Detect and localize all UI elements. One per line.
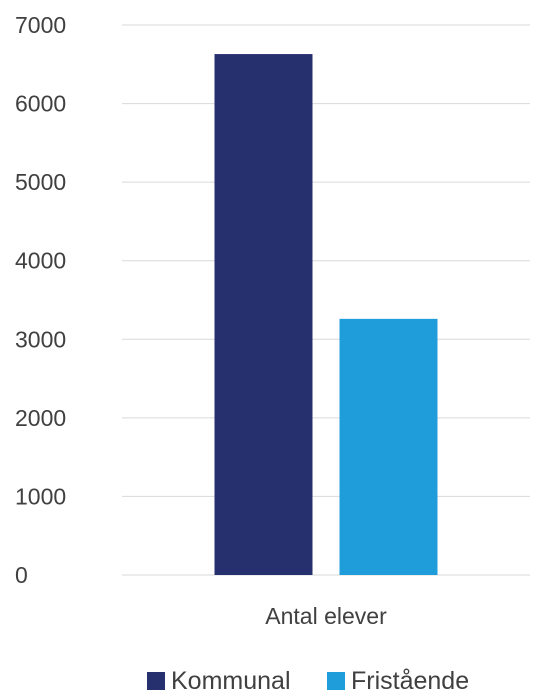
bar-frist-ende (339, 318, 438, 575)
y-tick-label: 5000 (15, 169, 66, 195)
y-tick-label: 7000 (15, 12, 66, 38)
legend-item-frist-ende: Fristående (327, 667, 469, 692)
x-axis-category-labels: Antal elever (265, 603, 387, 629)
legend-swatch (327, 672, 345, 690)
legend-item-kommunal: Kommunal (147, 667, 291, 692)
bars (214, 54, 438, 576)
bar-kommunal (214, 54, 313, 576)
legend: Kommunal Fristående (147, 667, 469, 692)
y-tick-label: 2000 (15, 405, 66, 431)
legend-label: Fristående (351, 667, 469, 692)
y-tick-label: 1000 (15, 483, 66, 509)
legend-label: Kommunal (171, 667, 291, 692)
y-axis-tick-labels: 0 1000 2000 3000 4000 5000 6000 7000 (15, 12, 66, 588)
x-category-label: Antal elever (265, 603, 387, 629)
legend-swatch (147, 672, 165, 690)
y-tick-label: 0 (15, 562, 28, 588)
y-tick-label: 6000 (15, 91, 66, 117)
y-tick-label: 4000 (15, 248, 66, 274)
y-tick-label: 3000 (15, 326, 66, 352)
gridlines (122, 24, 530, 576)
